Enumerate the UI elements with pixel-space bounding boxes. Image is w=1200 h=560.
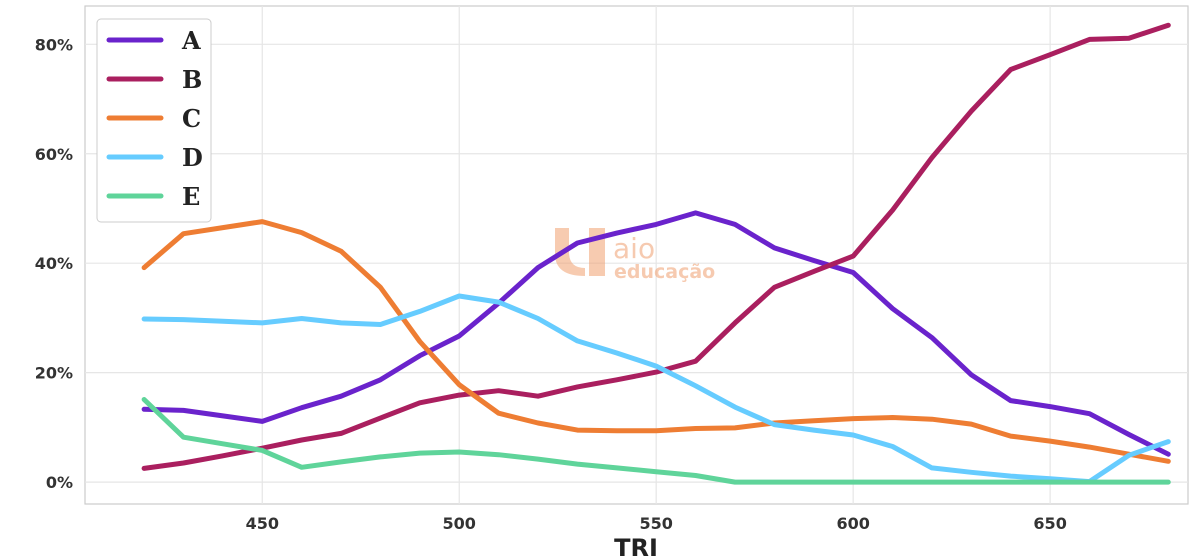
- series-line-a: [141, 210, 1171, 457]
- legend-label-d: D: [182, 143, 203, 172]
- legend-label-e: E: [182, 182, 200, 211]
- y-tick-label: 60%: [35, 145, 73, 164]
- series-layer: [141, 22, 1171, 485]
- watermark-text: aio: [613, 232, 655, 265]
- legend-label-c: C: [182, 104, 201, 133]
- watermark-logo-mark: [555, 228, 585, 276]
- watermark: aio educação: [555, 228, 715, 283]
- legend-label-b: B: [182, 65, 202, 94]
- x-tick-label: 550: [639, 514, 672, 533]
- y-tick-label: 80%: [35, 35, 73, 54]
- x-tick-label: 650: [1033, 514, 1066, 533]
- series-line-e: [141, 397, 1171, 485]
- x-axis-ticks: 450 500 550 600 650: [246, 514, 1067, 533]
- series-line-b: [141, 22, 1171, 471]
- x-tick-label: 500: [443, 514, 476, 533]
- x-tick-label: 450: [246, 514, 279, 533]
- watermark-subtext: educação: [614, 261, 715, 283]
- series-line-c: [141, 219, 1171, 464]
- y-axis-ticks: 0% 20% 40% 60% 80%: [35, 35, 73, 492]
- x-axis-title: TRI: [614, 534, 658, 560]
- legend-label-a: A: [181, 26, 201, 55]
- y-tick-label: 40%: [35, 254, 73, 273]
- x-tick-label: 600: [836, 514, 869, 533]
- y-tick-label: 0%: [46, 473, 73, 492]
- y-tick-label: 20%: [35, 364, 73, 383]
- series-line-d: [141, 293, 1171, 485]
